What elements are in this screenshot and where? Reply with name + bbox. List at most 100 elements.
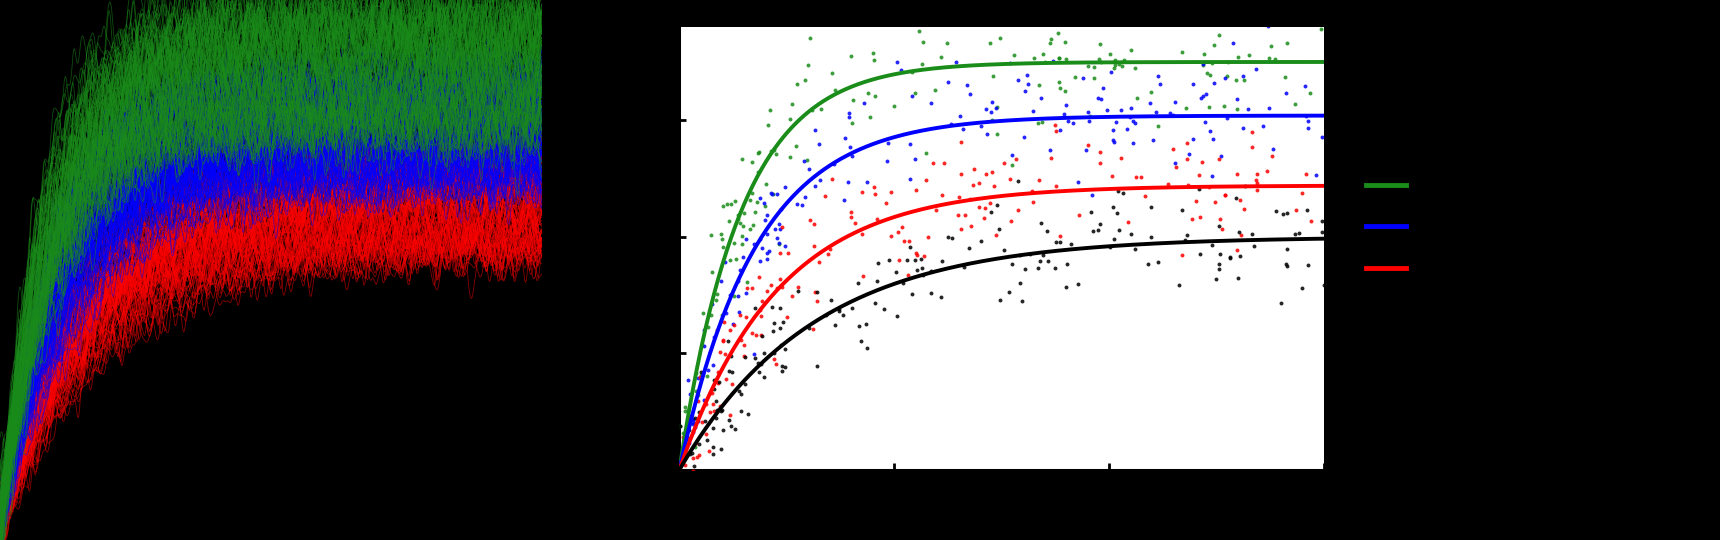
Point xyxy=(1235,51,1262,59)
Point xyxy=(748,332,776,340)
Point xyxy=(745,273,772,282)
Point xyxy=(676,415,703,423)
Point xyxy=(1108,62,1135,71)
Point xyxy=(1025,264,1053,272)
Point xyxy=(1120,117,1147,125)
Point xyxy=(1166,281,1194,289)
Point xyxy=(755,247,783,256)
Point xyxy=(820,160,848,168)
Point xyxy=(702,296,729,305)
Point xyxy=(683,453,710,461)
Point xyxy=(734,278,762,287)
Point xyxy=(1034,227,1061,235)
Point xyxy=(934,78,961,86)
Point xyxy=(1273,38,1300,47)
Point xyxy=(1051,87,1078,96)
Point xyxy=(791,75,819,84)
Point xyxy=(795,164,822,173)
Point xyxy=(1041,121,1068,130)
Point xyxy=(1080,227,1108,235)
Point xyxy=(1189,91,1216,100)
Point xyxy=(767,225,795,234)
Point xyxy=(1058,239,1085,248)
Point xyxy=(1292,170,1319,178)
Point xyxy=(1228,124,1256,132)
Point xyxy=(676,411,703,420)
Point xyxy=(1030,58,1058,66)
Point xyxy=(733,312,760,321)
Point xyxy=(707,445,734,454)
Point xyxy=(853,178,881,186)
Point xyxy=(834,178,862,186)
Point xyxy=(1101,234,1128,243)
Point xyxy=(1281,100,1309,109)
Point xyxy=(1311,281,1338,289)
Point xyxy=(764,233,791,242)
Point xyxy=(826,305,853,314)
Point xyxy=(1018,187,1046,195)
Point xyxy=(1042,126,1070,135)
Point xyxy=(1089,84,1116,92)
Point xyxy=(845,278,872,287)
Point xyxy=(1008,297,1035,306)
Point xyxy=(1003,155,1030,164)
Point xyxy=(671,403,698,411)
Point xyxy=(967,237,994,246)
Point xyxy=(1123,173,1151,181)
Point xyxy=(998,217,1025,226)
Point xyxy=(905,26,932,35)
Point xyxy=(1293,261,1321,269)
Point xyxy=(741,207,769,216)
Point xyxy=(848,336,875,345)
Point xyxy=(894,271,922,279)
Point xyxy=(1190,60,1218,69)
Point xyxy=(1214,113,1242,122)
Point xyxy=(674,439,702,448)
Point xyxy=(1288,284,1316,293)
Point xyxy=(1261,55,1288,63)
Point xyxy=(1206,31,1233,39)
Point xyxy=(1211,190,1238,199)
Point xyxy=(1118,230,1146,238)
Point xyxy=(838,213,865,221)
Point xyxy=(948,225,975,233)
Point xyxy=(877,188,905,197)
Point xyxy=(815,249,843,258)
Point xyxy=(838,119,865,128)
Point xyxy=(721,321,748,329)
Point xyxy=(679,475,707,483)
Point xyxy=(709,201,736,210)
Point xyxy=(688,341,716,349)
Point xyxy=(667,422,695,430)
Point xyxy=(979,168,1006,177)
Point xyxy=(1073,107,1101,116)
Point xyxy=(800,325,827,333)
Point xyxy=(1104,186,1132,195)
Point xyxy=(901,186,929,194)
Point xyxy=(998,161,1025,170)
Point xyxy=(1046,238,1073,247)
Point xyxy=(1228,231,1256,239)
Point xyxy=(703,290,731,299)
Point xyxy=(746,360,774,368)
Point xyxy=(922,86,949,94)
Point xyxy=(731,353,759,361)
Point xyxy=(683,368,710,377)
Point xyxy=(1180,79,1207,88)
Point xyxy=(1168,206,1195,215)
Point xyxy=(707,276,734,285)
Point xyxy=(1053,282,1080,291)
Point xyxy=(1223,95,1250,104)
Point xyxy=(1285,228,1312,237)
Point xyxy=(1211,74,1238,83)
Point xyxy=(702,397,729,406)
Point xyxy=(783,80,810,89)
Point xyxy=(1121,119,1149,127)
Point xyxy=(1207,151,1235,160)
Point xyxy=(721,197,748,205)
Point xyxy=(1054,117,1082,125)
Point xyxy=(1195,126,1223,135)
Point xyxy=(1180,134,1207,143)
Point xyxy=(767,205,795,214)
Point xyxy=(912,175,939,184)
